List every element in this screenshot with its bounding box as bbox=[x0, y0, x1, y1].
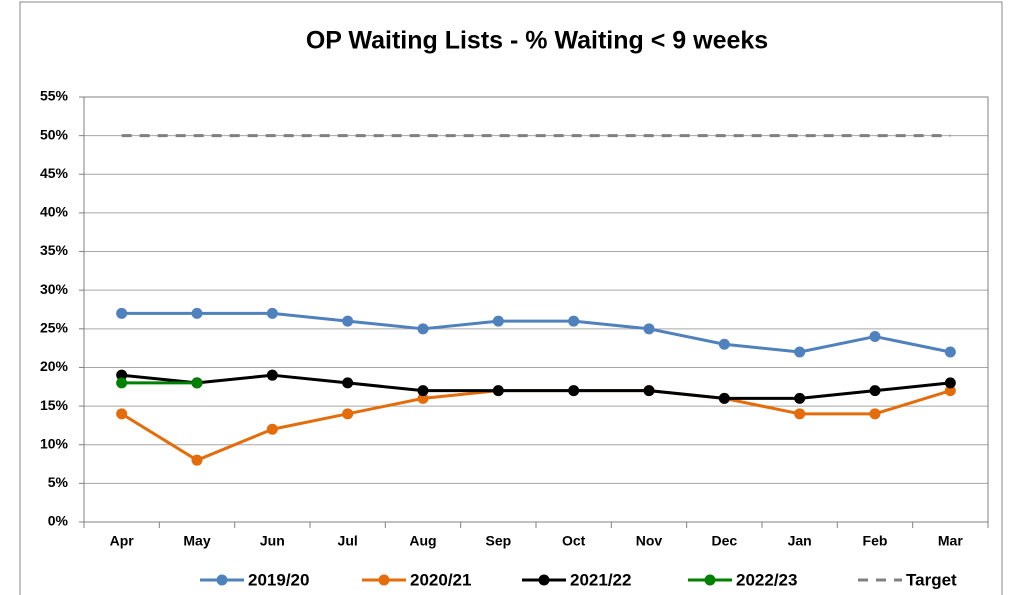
x-tick-label: May bbox=[183, 533, 210, 549]
point bbox=[417, 385, 429, 397]
legend-label: 2019/20 bbox=[248, 570, 309, 589]
x-tick-label: Nov bbox=[636, 533, 663, 549]
y-tick-label: 50% bbox=[40, 126, 69, 142]
chart-title: OP Waiting Lists - % Waiting < 9 weeks bbox=[306, 27, 768, 55]
y-tick-label: 5% bbox=[48, 474, 69, 490]
chart-frame bbox=[19, 1, 1003, 595]
x-tick-label: Mar bbox=[938, 533, 963, 549]
y-tick-label: 40% bbox=[40, 204, 69, 220]
y-tick-label: 20% bbox=[40, 358, 69, 374]
y-tick-label: 30% bbox=[40, 281, 69, 297]
legend-label: 2020/21 bbox=[410, 570, 471, 589]
legend-label: 2022/23 bbox=[736, 570, 797, 589]
point bbox=[568, 315, 580, 327]
x-tick-label: Oct bbox=[562, 533, 586, 549]
point bbox=[191, 307, 203, 319]
y-tick-label: 35% bbox=[40, 242, 69, 258]
y-tick-label: 25% bbox=[40, 320, 69, 336]
x-tick-label: Dec bbox=[711, 533, 737, 549]
point bbox=[266, 369, 278, 381]
legend-marker bbox=[704, 574, 716, 586]
point bbox=[116, 408, 128, 420]
point bbox=[492, 385, 504, 397]
x-tick-label: Jan bbox=[788, 533, 812, 549]
y-tick-label: 0% bbox=[48, 513, 69, 529]
point bbox=[417, 392, 429, 404]
legend-label: 2021/22 bbox=[570, 570, 631, 589]
point bbox=[944, 346, 956, 358]
x-tick-label: Feb bbox=[863, 533, 888, 549]
point bbox=[718, 392, 730, 404]
x-tick-label: Apr bbox=[110, 533, 135, 549]
x-tick-label: Aug bbox=[409, 533, 436, 549]
point bbox=[944, 377, 956, 389]
legend-marker bbox=[378, 574, 390, 586]
point bbox=[191, 377, 203, 389]
point bbox=[643, 323, 655, 335]
series-line bbox=[121, 373, 951, 400]
y-tick-label: 55% bbox=[40, 88, 69, 104]
x-tick-label: Jun bbox=[260, 533, 285, 549]
point bbox=[568, 385, 580, 397]
point bbox=[116, 369, 128, 381]
point bbox=[944, 385, 956, 397]
point bbox=[869, 385, 881, 397]
y-tick-label: 15% bbox=[40, 397, 69, 413]
x-tick-label: Jul bbox=[338, 533, 358, 549]
point bbox=[643, 385, 655, 397]
point bbox=[342, 315, 354, 327]
point bbox=[342, 408, 354, 420]
point bbox=[492, 315, 504, 327]
legend-marker bbox=[216, 574, 228, 586]
point bbox=[191, 454, 203, 466]
series-line bbox=[121, 311, 951, 354]
point bbox=[794, 408, 806, 420]
legend-label: Target bbox=[906, 570, 957, 589]
y-tick-label: 45% bbox=[40, 165, 69, 181]
point bbox=[417, 323, 429, 335]
point bbox=[869, 408, 881, 420]
point bbox=[116, 377, 128, 389]
y-tick-label: 10% bbox=[40, 435, 69, 451]
point bbox=[266, 423, 278, 435]
point bbox=[116, 307, 128, 319]
x-tick-label: Sep bbox=[485, 533, 511, 549]
legend-marker bbox=[538, 574, 550, 586]
point bbox=[794, 392, 806, 404]
point bbox=[266, 307, 278, 319]
point bbox=[869, 331, 881, 343]
point bbox=[794, 346, 806, 358]
point bbox=[342, 377, 354, 389]
point bbox=[718, 338, 730, 350]
